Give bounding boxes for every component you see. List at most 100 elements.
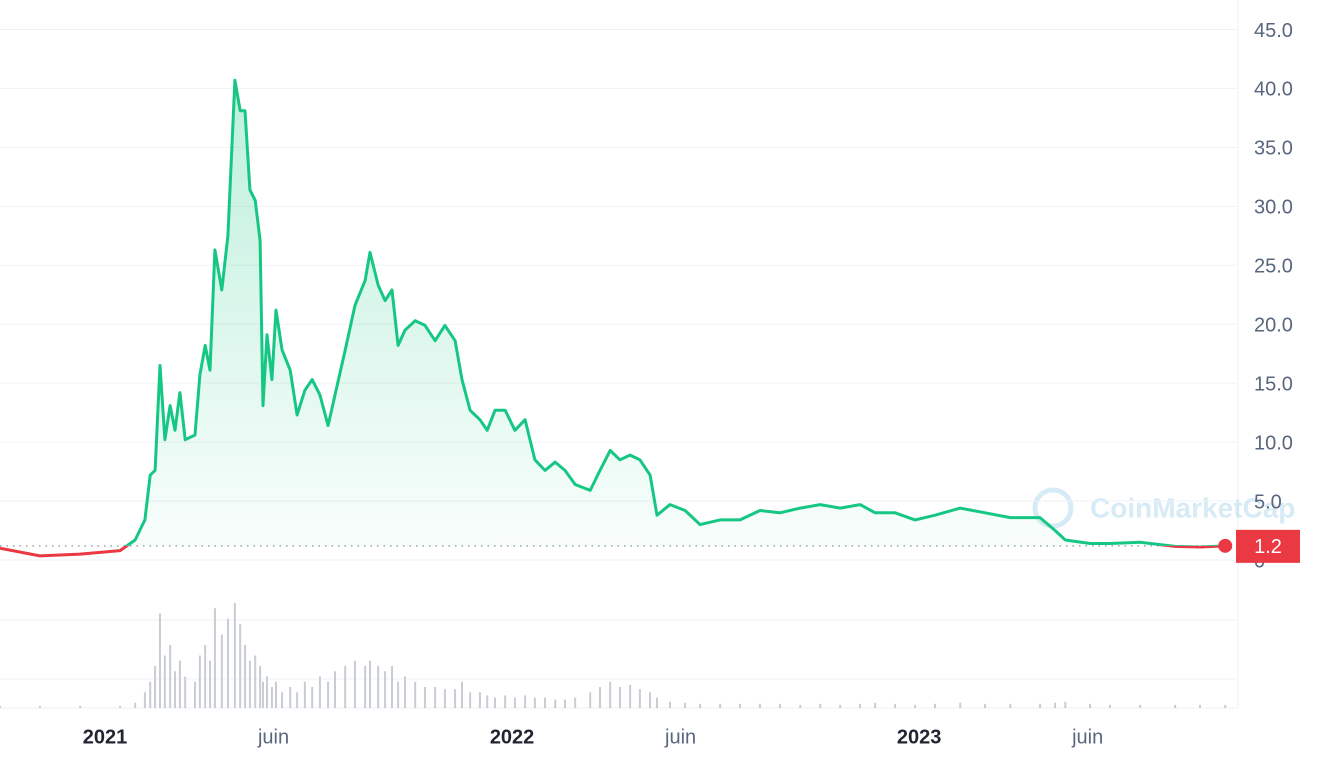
- volume-bar: [638, 689, 641, 708]
- volume-bar: [404, 676, 407, 708]
- volume-bar: [454, 689, 457, 708]
- x-tick-label: juin: [664, 726, 696, 748]
- volume-bar: [524, 695, 527, 708]
- volume-bar: [618, 687, 621, 708]
- volume-bar: [239, 624, 242, 708]
- volume-bar: [984, 703, 987, 708]
- volume-bar: [303, 681, 306, 708]
- volume-bar: [563, 699, 566, 708]
- volume-bar: [281, 692, 284, 708]
- volume-bar: [1224, 704, 1227, 708]
- volume-bar: [461, 681, 464, 708]
- volume-bar: [204, 645, 207, 708]
- volume-bar: [914, 704, 917, 708]
- volume-bar: [859, 703, 862, 708]
- price-badge: [1236, 529, 1300, 563]
- volume-bar: [369, 660, 372, 708]
- volume-bar: [1009, 703, 1012, 708]
- volume-bar: [504, 695, 507, 708]
- volume-bar: [574, 697, 577, 708]
- volume-bar: [174, 671, 177, 708]
- volume-bar: [149, 681, 152, 708]
- volume-bar: [819, 703, 822, 708]
- y-tick-label: 30.0: [1254, 197, 1293, 219]
- volume-bar: [233, 603, 236, 708]
- volume-bar: [589, 692, 592, 708]
- volume-bar: [390, 666, 393, 708]
- volume-bar: [134, 702, 137, 708]
- volume-bar: [220, 634, 223, 708]
- volume-bar: [377, 666, 380, 708]
- volume-bar: [38, 705, 41, 708]
- watermark: CoinMarketCap: [1032, 487, 1295, 529]
- y-tick-label: 20.0: [1254, 314, 1293, 336]
- volume-bar: [209, 660, 212, 708]
- volume-bar: [184, 676, 187, 708]
- y-tick-label: 40.0: [1254, 79, 1293, 101]
- volume-bar: [894, 703, 897, 708]
- volume-bar: [1054, 702, 1057, 708]
- price-line: [124, 78, 1226, 546]
- x-tick-label: juin: [1071, 726, 1103, 748]
- x-tick-label: 2023: [897, 726, 942, 748]
- volume-bar: [154, 666, 157, 708]
- volume-bar: [598, 687, 601, 708]
- watermark-text: CoinMarketCap: [1090, 492, 1295, 523]
- volume-bar: [274, 681, 277, 708]
- volume-bar: [423, 687, 426, 708]
- volume-bar: [1039, 703, 1042, 708]
- volume-bar: [397, 681, 400, 708]
- volume-bar: [344, 666, 347, 708]
- volume-bar: [163, 655, 166, 708]
- volume-bar: [758, 703, 761, 708]
- volume-bar: [384, 671, 387, 708]
- volume-bar: [478, 692, 481, 708]
- volume-bar: [533, 697, 536, 708]
- volume-bar: [119, 705, 122, 708]
- volume-bar: [699, 703, 702, 708]
- y-tick-label: 5.0: [1254, 491, 1282, 513]
- volume-bar: [739, 703, 742, 708]
- volume-bar: [434, 687, 437, 708]
- volume-bar: [259, 666, 262, 708]
- volume-bar: [839, 704, 842, 708]
- volume-bar: [669, 701, 672, 708]
- volume-bar: [486, 695, 489, 708]
- volume-bar: [0, 705, 1, 708]
- y-tick-label: 10.0: [1254, 432, 1293, 454]
- volume-bar: [655, 697, 658, 708]
- volume-bar: [1089, 703, 1092, 708]
- volume-bar: [1198, 704, 1201, 708]
- volume-bar: [270, 687, 273, 708]
- volume-bar: [513, 697, 516, 708]
- volume-bar: [79, 705, 82, 708]
- volume-bar: [493, 697, 496, 708]
- volume-bar: [719, 703, 722, 708]
- price-badge-label: 1.2: [1254, 536, 1282, 558]
- volume-bar: [778, 703, 781, 708]
- volume-bar: [554, 699, 557, 708]
- volume-bar: [226, 618, 229, 708]
- volume-bar: [248, 660, 251, 708]
- volume-bar: [334, 671, 337, 708]
- volume-bar: [544, 697, 547, 708]
- volume-bar: [1139, 704, 1142, 708]
- y-tick-label: 25.0: [1254, 256, 1293, 278]
- y-tick-label: 35.0: [1254, 138, 1293, 160]
- volume-bar: [1109, 704, 1112, 708]
- volume-bar: [244, 645, 247, 708]
- volume-bar: [311, 687, 314, 708]
- x-tick-label: 2022: [490, 726, 535, 748]
- volume-bar: [959, 702, 962, 708]
- volume-bar: [327, 681, 330, 708]
- volume-bar: [684, 702, 687, 708]
- volume-bar: [158, 613, 161, 708]
- x-tick-label: juin: [257, 726, 289, 748]
- price-area: [126, 80, 1171, 546]
- volume-bar: [443, 689, 446, 708]
- volume-bar: [934, 703, 937, 708]
- y-tick-label: 15.0: [1254, 373, 1293, 395]
- volume-bar: [318, 676, 321, 708]
- volume-bar: [609, 681, 612, 708]
